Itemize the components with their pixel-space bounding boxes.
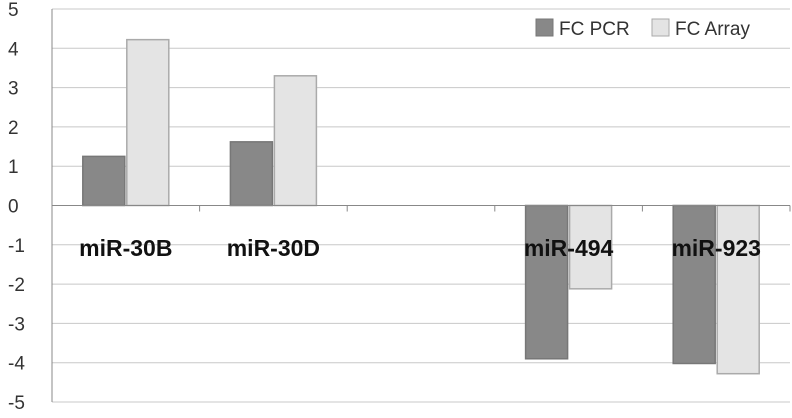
y-tick-label: -4: [8, 354, 25, 375]
y-tick-label: 4: [8, 39, 19, 60]
x-axis-tick-marks: [51, 205, 791, 212]
legend-swatch-fc-pcr: [535, 18, 554, 37]
bar-fc-array-1: [273, 75, 318, 207]
bar-fc-array-0: [126, 38, 170, 207]
bars: [82, 38, 760, 375]
y-tick-label: -2: [8, 275, 25, 296]
gridlines: [52, 8, 790, 403]
y-tick-label: 5: [8, 0, 19, 21]
y-tick-label: 3: [8, 79, 19, 100]
bar-fc-pcr-3: [524, 204, 569, 360]
bar-fc-pcr-4: [672, 204, 716, 365]
y-tick-label: -5: [8, 393, 25, 414]
bar-fc-array-4: [716, 204, 760, 375]
bar-fc-pcr-1: [229, 141, 274, 207]
category-label: miR-494: [524, 235, 614, 261]
category-label: miR-30D: [227, 235, 320, 261]
y-tick-label: 2: [8, 118, 19, 139]
category-labels: miR-30B miR-30D miR-494 miR-923: [79, 235, 761, 261]
bar-fc-pcr-0: [82, 155, 126, 207]
legend-label-fc-pcr: FC PCR: [559, 19, 630, 40]
legend-swatch-fc-array: [651, 18, 670, 37]
legend: FC PCR FC Array: [535, 18, 750, 40]
y-tick-label: -3: [8, 314, 25, 335]
category-label: miR-923: [671, 235, 760, 261]
category-label: miR-30B: [79, 235, 172, 261]
y-axis-tick-labels: 5 4 3 2 1 0 -1 -2 -3 -4 -5: [8, 0, 25, 414]
y-tick-label: -1: [8, 236, 25, 257]
y-tick-label: 0: [8, 197, 19, 218]
legend-label-fc-array: FC Array: [675, 19, 750, 40]
y-tick-label: 1: [8, 157, 19, 178]
